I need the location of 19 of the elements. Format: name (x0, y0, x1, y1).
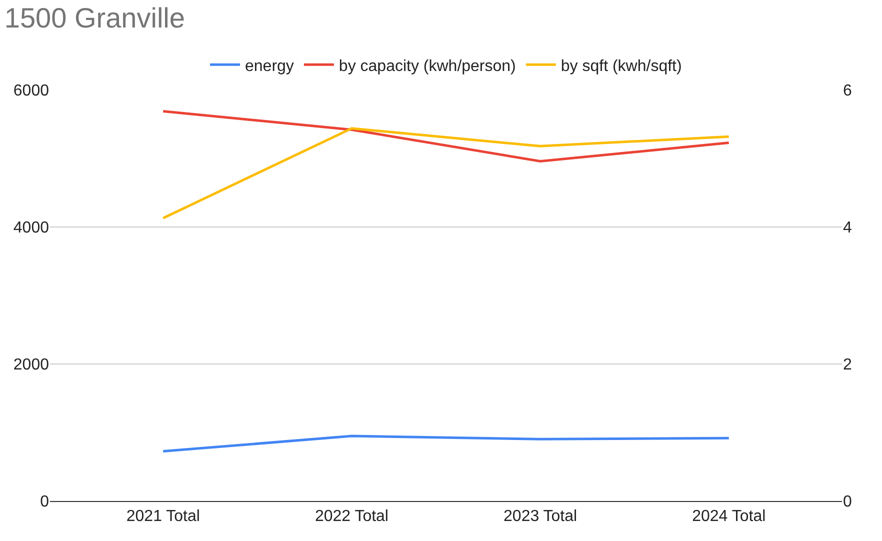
line-series (162, 434, 730, 453)
legend-label: by capacity (kwh/person) (338, 58, 516, 75)
legend-label: by sqft (kwh/sqft) (560, 58, 682, 75)
y-tick-label: 2000 (13, 356, 50, 374)
y2-tick-label: 4 (843, 220, 852, 237)
y-tick-label: 6000 (13, 82, 50, 100)
y2-tick-label: 6 (843, 82, 852, 100)
line-series (162, 110, 730, 162)
y2-tick-label: 2 (843, 356, 852, 374)
x-tick-label: 2024 Total (692, 508, 766, 526)
line-series (162, 127, 730, 220)
x-tick-label: 2022 Total (314, 508, 388, 526)
legend-label: energy (245, 58, 294, 75)
x-tick-label: 2023 Total (504, 508, 578, 526)
y-tick-label: 0 (40, 494, 50, 511)
x-tick-label: 2021 Total (126, 508, 200, 526)
y-tick-label: 4000 (13, 220, 50, 237)
y2-tick-label: 0 (843, 494, 852, 511)
chart-title: 1500 Granville (4, 2, 185, 34)
